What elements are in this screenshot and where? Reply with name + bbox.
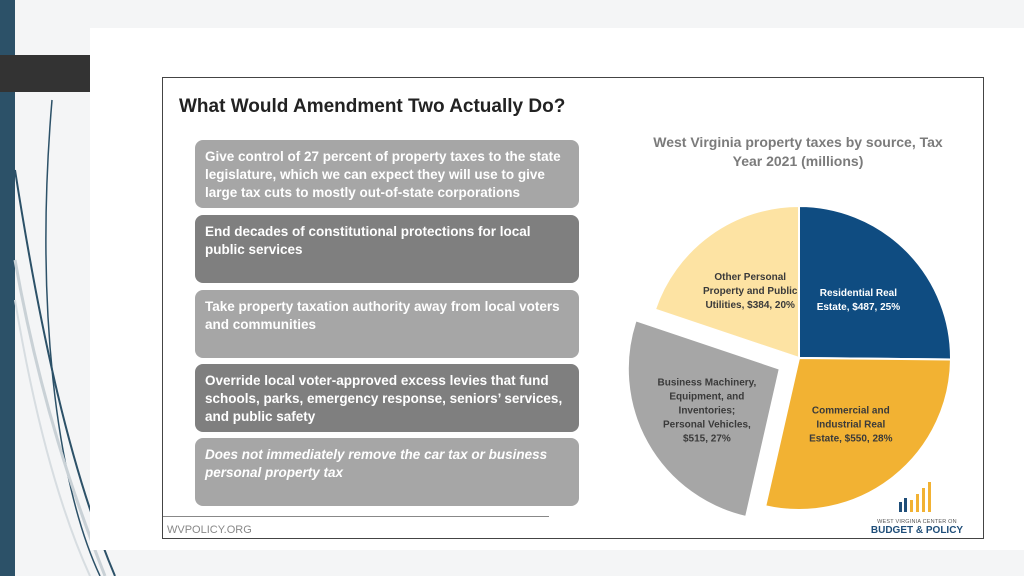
pie-slice-label: Business Machinery, Equipment, and Invento… — [658, 378, 757, 445]
slide-image: What Would Amendment Two Actually Do? Gi… — [162, 77, 984, 539]
chart-title: West Virginia property taxes by source, … — [653, 134, 943, 169]
pie-chart: Residential Real Estate, $487, 25% Commerc… — [626, 204, 953, 519]
slide-title: What Would Amendment Two Actually Do? — [179, 96, 566, 117]
budget-policy-logo: WEST VIRGINIA CENTER ON BUDGET & POLICY — [867, 480, 967, 536]
point-box: Override local voter-approved excess lev… — [195, 364, 579, 432]
title-bar-accent — [0, 55, 90, 92]
pie-slice — [626, 319, 781, 519]
point-box: Take property taxation authority away fr… — [195, 290, 579, 358]
point-box: Give control of 27 percent of property t… — [195, 140, 579, 208]
pie-slice — [798, 204, 952, 361]
footer-url: WVPOLICY.ORG — [167, 524, 252, 536]
footer-divider — [163, 516, 549, 517]
pie-slice-label: Other Personal Property and Public Utiliti… — [703, 272, 798, 311]
pie-slice — [764, 356, 953, 511]
pie-slice-label: Residential Real Estate, $487, 25% — [817, 288, 900, 313]
logo-bars-icon — [899, 482, 931, 512]
point-box: Does not immediately remove the car tax … — [195, 438, 579, 506]
sidebar-accent — [0, 0, 15, 576]
pie-slice — [653, 204, 800, 360]
pie-slice-label: Commercial and Industrial Real Estate, $55… — [809, 406, 892, 445]
point-box: End decades of constitutional protection… — [195, 215, 579, 283]
